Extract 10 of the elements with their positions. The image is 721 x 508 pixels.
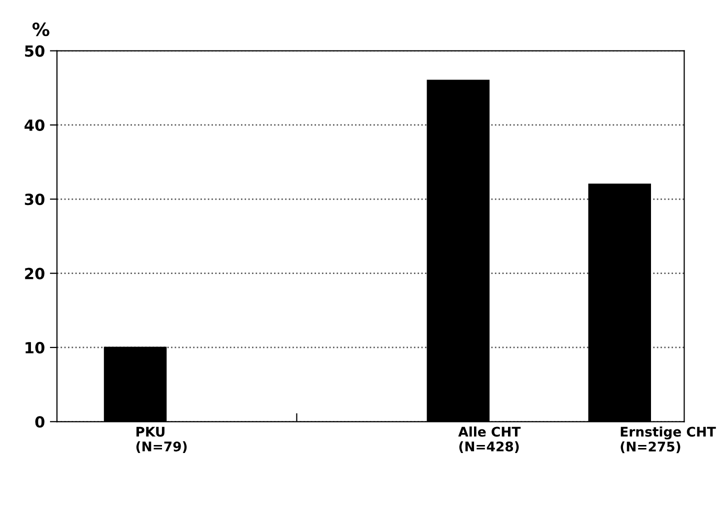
- x-tick-label: PKU (N=79): [136, 426, 187, 454]
- y-tick-label: 40: [24, 119, 44, 131]
- y-tick-label: 10: [26, 342, 44, 354]
- x-tick-label: Ernstige CHT (N=275): [620, 426, 716, 454]
- y-tick-label: 30: [24, 194, 44, 206]
- x-tick-label: Alle CHT (N=428): [458, 426, 521, 454]
- y-tick-label: 20: [25, 268, 44, 280]
- y-tick-label: 50: [25, 45, 44, 57]
- y-axis-title: %: [32, 22, 50, 36]
- y-tick-label: 0: [35, 416, 44, 428]
